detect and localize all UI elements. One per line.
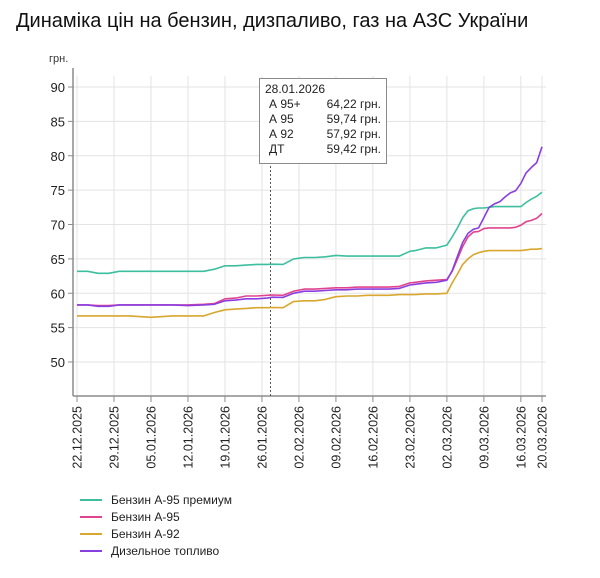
svg-text:55: 55 xyxy=(51,321,65,336)
tooltip-row-dt: ДТ 59,42 грн. xyxy=(269,142,381,156)
svg-text:22.12.2025: 22.12.2025 xyxy=(71,406,85,469)
svg-text:80: 80 xyxy=(51,149,65,164)
chart-legend: Бензин А-95 премиум Бензин А-95 Бензин А… xyxy=(80,491,232,559)
legend-swatch-icon xyxy=(80,515,102,518)
y-axis-label: грн. xyxy=(49,53,68,65)
svg-text:02.02.2026: 02.02.2026 xyxy=(292,406,306,469)
y-axis-ticks: 50 55 60 65 70 75 80 85 90 xyxy=(51,80,73,370)
svg-text:16.02.2026: 16.02.2026 xyxy=(366,406,380,469)
svg-text:12.01.2026: 12.01.2026 xyxy=(181,406,195,469)
axes xyxy=(72,68,546,397)
series-line xyxy=(77,247,543,319)
legend-item-a92[interactable]: Бензин А-92 xyxy=(80,525,232,542)
legend-swatch-icon xyxy=(80,498,102,501)
tooltip-date: 28.01.2026 xyxy=(265,82,326,96)
svg-text:75: 75 xyxy=(51,183,65,198)
svg-text:02.03.2026: 02.03.2026 xyxy=(440,406,454,469)
series-line xyxy=(77,146,543,308)
legend-item-a95[interactable]: Бензин А-95 xyxy=(80,508,232,525)
svg-text:09.03.2026: 09.03.2026 xyxy=(477,406,491,469)
legend-swatch-icon xyxy=(80,549,102,552)
svg-text:16.03.2026: 16.03.2026 xyxy=(514,406,528,469)
legend-item-diesel[interactable]: Дизельное топливо xyxy=(80,542,232,559)
svg-text:05.01.2026: 05.01.2026 xyxy=(144,406,158,469)
svg-text:65: 65 xyxy=(51,252,65,267)
svg-text:90: 90 xyxy=(51,80,65,95)
svg-text:19.01.2026: 19.01.2026 xyxy=(218,406,232,469)
data-tooltip: 28.01.2026 А 95+ 64,22 грн. А 95 59,74 г… xyxy=(259,78,387,164)
svg-text:20.03.2026: 20.03.2026 xyxy=(536,406,550,469)
tooltip-row-a95: А 95 59,74 грн. xyxy=(269,112,381,126)
svg-text:60: 60 xyxy=(51,286,65,301)
tooltip-row-a92: А 92 57,92 грн. xyxy=(269,127,381,141)
legend-swatch-icon xyxy=(80,532,102,535)
svg-text:09.02.2026: 09.02.2026 xyxy=(329,406,343,469)
chart-title: Динаміка цін на бензин, дизпаливо, газ н… xyxy=(16,10,529,32)
series-line xyxy=(77,191,543,275)
x-axis-ticks: 22.12.2025 29.12.2025 05.01.2026 12.01.2026… xyxy=(71,396,550,469)
tooltip-row-a95plus: А 95+ 64,22 грн. xyxy=(269,97,381,111)
svg-text:50: 50 xyxy=(51,355,65,370)
svg-text:70: 70 xyxy=(51,218,65,233)
svg-text:85: 85 xyxy=(51,114,65,129)
svg-text:26.01.2026: 26.01.2026 xyxy=(255,406,269,469)
svg-text:23.02.2026: 23.02.2026 xyxy=(403,406,417,469)
svg-text:29.12.2025: 29.12.2025 xyxy=(107,406,121,469)
series-lines xyxy=(77,146,543,319)
legend-item-a95-premium[interactable]: Бензин А-95 премиум xyxy=(80,491,232,508)
